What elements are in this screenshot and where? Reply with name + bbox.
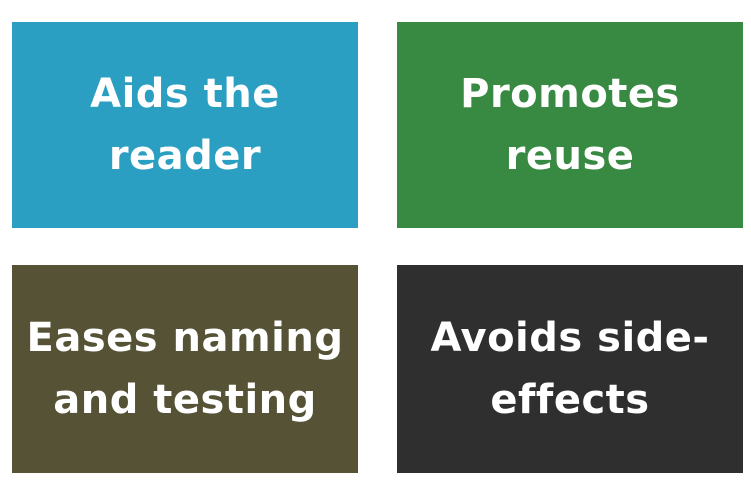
tile-avoids-side-effects: Avoids side- effects	[397, 265, 743, 473]
tile-avoids-side-effects-label: Avoids side- effects	[430, 315, 710, 423]
tile-aids-the-reader: Aids the reader	[12, 22, 358, 228]
tile-promotes-reuse-label: Promotes reuse	[460, 71, 680, 179]
tile-aids-the-reader-label: Aids the reader	[90, 71, 280, 179]
tile-eases-naming-and-testing: Eases naming and testing	[12, 265, 358, 473]
tile-eases-naming-and-testing-label: Eases naming and testing	[26, 315, 344, 423]
tile-promotes-reuse: Promotes reuse	[397, 22, 743, 228]
